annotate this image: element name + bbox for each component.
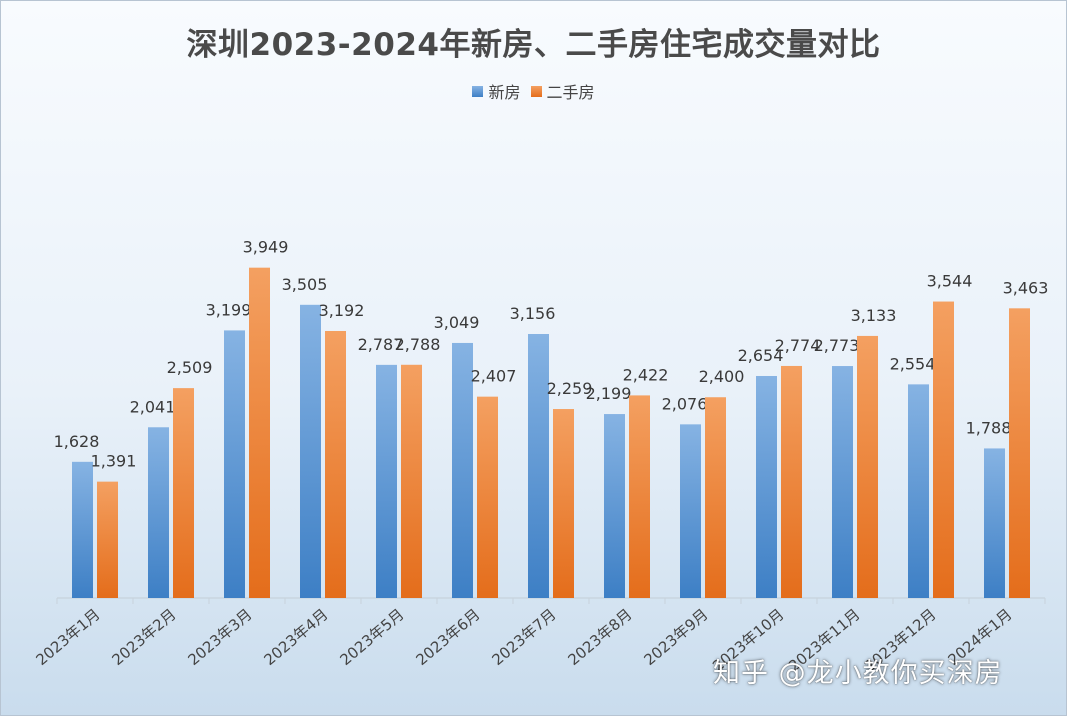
data-label-resale: 2,509 (167, 358, 213, 377)
chart-title: 深圳2023-2024年新房、二手房住宅成交量对比 (186, 27, 881, 63)
data-label-resale: 3,133 (851, 306, 897, 325)
bar-new (376, 364, 397, 598)
data-label-resale: 2,259 (547, 379, 593, 398)
bar-new (300, 304, 321, 598)
x-tick-label: 2023年4月 (260, 605, 331, 669)
x-tick-label: 2023年7月 (488, 605, 559, 669)
legend-item-resale: 二手房 (530, 79, 595, 103)
data-label-new: 2,654 (738, 346, 784, 365)
data-label-resale: 1,391 (91, 452, 137, 471)
bar-new (72, 461, 93, 598)
bar-new (528, 334, 549, 598)
bar-resale (705, 397, 726, 598)
x-tick-label: 2023年1月 (32, 605, 103, 669)
data-label-resale: 2,774 (775, 336, 821, 355)
bar-new (148, 427, 169, 598)
watermark: 知乎 @龙小教你买深房 (713, 658, 1003, 689)
bar-new (832, 366, 853, 598)
legend-swatch-resale (530, 85, 542, 97)
bar-resale (325, 330, 346, 598)
bar-new (604, 414, 625, 598)
data-label-new: 3,199 (206, 300, 252, 319)
bar-new (452, 342, 473, 598)
data-label-resale: 3,949 (243, 238, 289, 257)
bar-resale (553, 409, 574, 598)
data-label-resale: 3,544 (927, 272, 973, 291)
bar-resale (933, 301, 954, 598)
bar-resale (97, 481, 118, 598)
data-label-resale: 3,463 (1003, 278, 1049, 297)
bar-new (756, 375, 777, 598)
bar-resale (857, 335, 878, 598)
data-label-resale: 2,407 (471, 367, 517, 386)
data-label-new: 2,787 (358, 335, 404, 354)
bar-resale (781, 365, 802, 598)
legend-swatch-new (472, 85, 484, 97)
bar-new (224, 330, 245, 598)
bar-resale (477, 396, 498, 598)
bar-new (680, 424, 701, 598)
bar-new (984, 448, 1005, 598)
data-label-new: 1,788 (966, 418, 1012, 437)
x-tick-label: 2023年5月 (336, 605, 407, 669)
legend-label-new: 新房 (488, 83, 521, 102)
data-label-new: 2,041 (130, 397, 176, 416)
x-tick-label: 2023年9月 (640, 605, 711, 669)
x-tick-label: 2023年2月 (108, 605, 179, 669)
bar-resale (1009, 308, 1030, 598)
data-label-new: 1,628 (54, 432, 100, 451)
legend-item-new: 新房 (472, 79, 521, 103)
data-label-new: 3,156 (510, 304, 556, 323)
data-label-new: 2,199 (586, 384, 632, 403)
data-label-resale: 2,400 (699, 367, 745, 386)
data-label-resale: 2,422 (623, 365, 669, 384)
legend-label-resale: 二手房 (546, 83, 595, 102)
data-label-resale: 2,788 (395, 335, 441, 354)
bar-resale (173, 388, 194, 598)
data-label-new: 3,049 (434, 313, 480, 332)
x-tick-label: 2023年6月 (412, 605, 483, 669)
bar-resale (249, 267, 270, 598)
data-label-new: 2,076 (662, 394, 708, 413)
data-label-new: 3,505 (282, 275, 328, 294)
data-label-resale: 3,192 (319, 301, 365, 320)
bar-resale (401, 364, 422, 598)
x-tick-label: 2023年8月 (564, 605, 635, 669)
data-label-new: 2,554 (890, 354, 936, 373)
chart-legend: 新房 二手房 (1, 79, 1066, 103)
x-tick-label: 2023年3月 (184, 605, 255, 669)
bar-new (908, 384, 929, 598)
bar-resale (629, 395, 650, 598)
data-label-new: 2,773 (814, 336, 860, 355)
